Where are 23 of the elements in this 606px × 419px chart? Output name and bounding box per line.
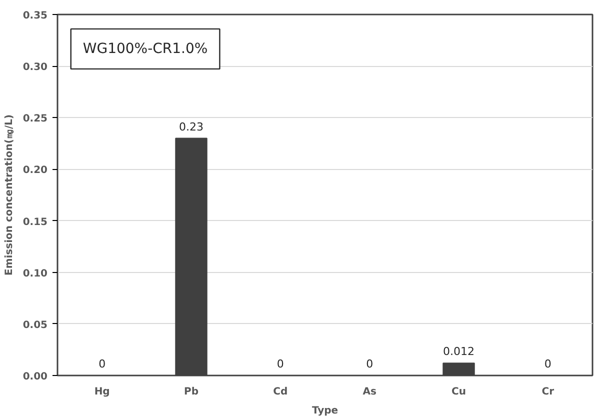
x-tick-label: Cr (542, 386, 554, 398)
y-tick-label: 0.20 (22, 165, 48, 176)
x-tick-label: As (362, 386, 376, 398)
y-axis-title: Emission concentration(㎎/L) (4, 114, 15, 276)
x-tick-label: Hg (94, 386, 110, 398)
data-label: 0 (98, 358, 106, 370)
y-tick-label: 0.30 (22, 62, 48, 74)
x-tick-label: Cu (452, 386, 466, 398)
data-label: 0 (544, 358, 552, 370)
data-label: 0 (276, 358, 284, 370)
data-label: 0.23 (179, 120, 204, 134)
data-label: 0.012 (443, 345, 475, 358)
y-tick-label: 0.15 (22, 216, 48, 228)
data-label: 0 (366, 358, 374, 370)
y-tick-label: 0.10 (22, 268, 48, 280)
x-tick-label: Pb (184, 386, 199, 398)
y-tick-label: 0.00 (22, 372, 48, 382)
x-axis-title: Type (312, 406, 338, 416)
y-tick-label: 0.05 (22, 320, 48, 331)
y-tick-label: 0.25 (22, 114, 48, 125)
text: WG100%-CR1.0% (82, 40, 208, 57)
x-tick-label: Cd (273, 386, 288, 398)
y-tick-label: 0.35 (22, 10, 48, 22)
